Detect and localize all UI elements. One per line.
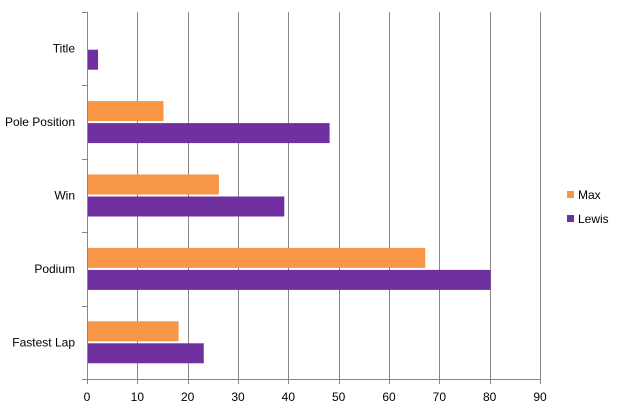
bar-lewis-win [88, 196, 285, 217]
x-tick-label-10: 10 [131, 390, 145, 404]
bar-max-pole-position [88, 101, 164, 122]
category-label-fastest-lap: Fastest Lap [12, 335, 75, 349]
category-label-title: Title [53, 42, 76, 56]
x-tick-label-60: 60 [382, 390, 396, 404]
legend-label-lewis: Lewis [578, 212, 609, 226]
bar-lewis-fastest-lap [88, 343, 204, 364]
category-label-podium: Podium [34, 262, 75, 276]
x-tick-label-70: 70 [433, 390, 447, 404]
bar-lewis-title [88, 49, 99, 70]
x-tick-label-90: 90 [533, 390, 547, 404]
axes [82, 12, 541, 384]
x-tick-label-50: 50 [332, 390, 346, 404]
x-tick-label-30: 30 [231, 390, 245, 404]
bar-max-win [88, 174, 219, 195]
x-tick-label-0: 0 [84, 390, 91, 404]
gridlines [137, 12, 541, 379]
category-labels: Title Pole Position Win Podium Fastest Lap [5, 42, 75, 350]
bar-lewis-podium [88, 269, 491, 290]
bar-max-podium [88, 247, 426, 268]
bar-lewis-pole-position [88, 123, 330, 144]
category-label-pole-position: Pole Position [5, 115, 75, 129]
x-tick-label-80: 80 [483, 390, 497, 404]
legend-label-max: Max [578, 188, 601, 202]
legend-swatch-lewis [567, 215, 574, 222]
legend-swatch-max [567, 191, 574, 198]
x-tick-label-20: 20 [181, 390, 195, 404]
x-tick-label-40: 40 [282, 390, 296, 404]
x-tick-labels: 0 10 20 30 40 50 60 70 80 90 [84, 390, 547, 404]
bars [88, 49, 491, 364]
bar-max-fastest-lap [88, 321, 179, 342]
category-label-win: Win [54, 189, 75, 203]
legend: Max Lewis [567, 188, 609, 226]
